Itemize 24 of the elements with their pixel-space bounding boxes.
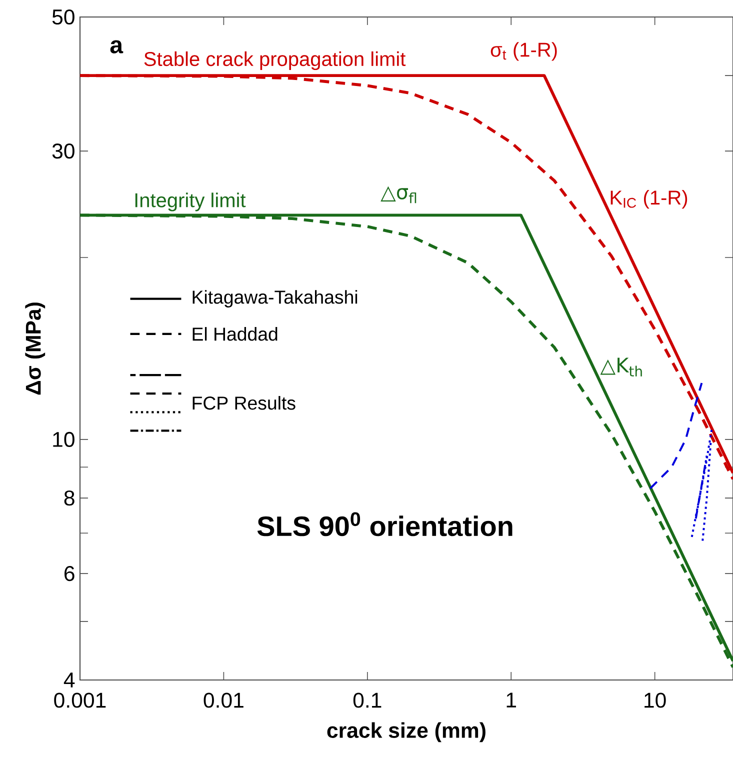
y-tick-label: 6 — [64, 566, 74, 582]
annotation: a — [110, 40, 124, 54]
annotation: △σ$_{fl}$ — [380, 186, 416, 204]
x-tick-label: 1 — [506, 692, 516, 708]
annotation: σ$_{t}$ (1-R) — [490, 42, 557, 61]
y-axis-title: Δσ (MPa) — [25, 302, 46, 395]
annotation: △K$_{th}$ — [600, 358, 642, 376]
y-tick-label: 10 — [53, 432, 74, 448]
x-tick-label: 0.1 — [353, 692, 382, 708]
annotation: Integrity limit — [135, 192, 246, 212]
x-axis-title: crack size (mm) — [327, 722, 486, 742]
y-tick-label: 50 — [52, 9, 74, 25]
annotation: Stable crack propagation limit — [144, 51, 406, 70]
y-tick-label: 8 — [64, 490, 74, 506]
annotation: FCP Results — [192, 396, 296, 410]
annotation: K$_{IC}$ (1-R) — [610, 190, 688, 209]
text: SLS 90$^{0}$ orientation — [257, 512, 512, 536]
x-tick-label: 10 — [644, 692, 666, 708]
annotation: El Haddad — [192, 327, 278, 341]
y-tick-label: 30 — [52, 144, 74, 159]
annotation: Kitagawa-Takahashi — [192, 290, 358, 308]
x-tick-label: 0.01 — [204, 692, 244, 708]
y-tick-label: 4 — [64, 672, 75, 688]
x-tick-label: 0.001 — [54, 692, 106, 708]
